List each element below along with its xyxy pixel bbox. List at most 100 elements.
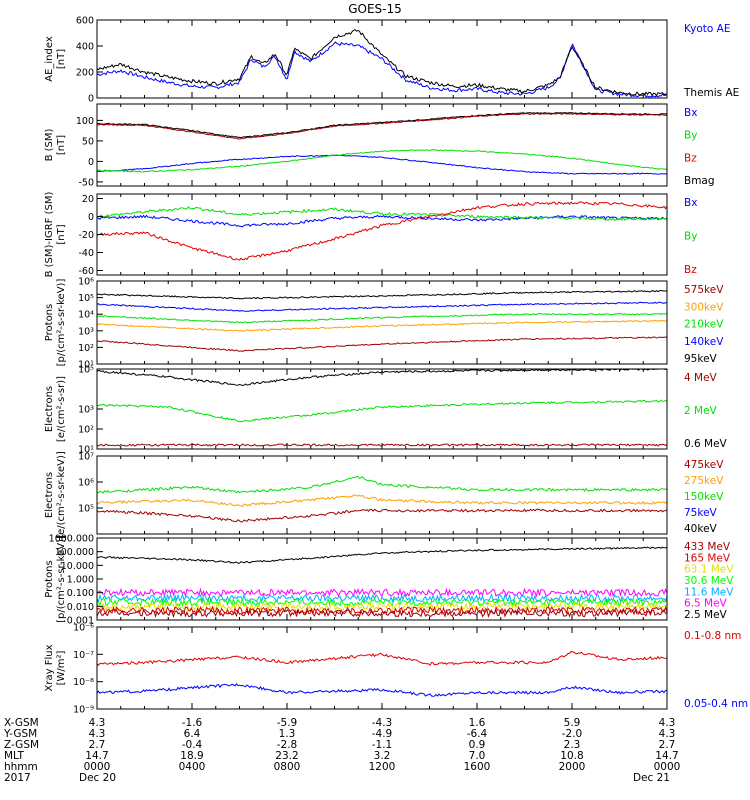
series-line-electrons_mev-1 xyxy=(96,399,668,423)
ephemeris-value: 18.9 xyxy=(180,750,203,762)
y-tick-label: -40 xyxy=(78,248,94,259)
ephemeris-value: 14.7 xyxy=(85,750,108,762)
series-line-ae-0 xyxy=(96,41,668,98)
legend-entry: 2 MeV xyxy=(684,405,718,417)
panel-frame xyxy=(96,280,668,365)
legend-entry: Bx xyxy=(684,197,697,209)
ephemeris-value: 5.9 xyxy=(564,717,581,729)
ephemeris-value: 23.2 xyxy=(275,750,298,762)
legend-entry: 433 MeV xyxy=(684,541,731,553)
ephemeris-value: -4.3 xyxy=(372,717,393,729)
legend-entry: Themis AE xyxy=(683,87,739,99)
ephemeris-value: 1.3 xyxy=(279,728,296,740)
legend-entry: 4 MeV xyxy=(684,372,718,384)
ephemeris-value: 1600 xyxy=(464,761,491,773)
y-axis-label: [nT] xyxy=(56,224,67,244)
y-tick-label: 10⁻⁷ xyxy=(73,650,94,661)
series-line-electrons_kev-1 xyxy=(96,494,668,508)
y-tick-label: 10¹ xyxy=(78,445,94,456)
panel-ae: 600 400 200 0 AE_index [nT] Kyoto AE Themis AE xyxy=(44,16,739,105)
y-tick-label: 600 xyxy=(76,16,94,27)
legend-entry: 95keV xyxy=(684,353,718,365)
series-line-electrons_kev-2 xyxy=(96,508,668,523)
ephemeris-value: 4.3 xyxy=(659,717,676,729)
y-axis-label: [nT] xyxy=(56,135,67,155)
legend-entry: 11.6 MeV xyxy=(684,586,734,598)
legend-entry: 140keV xyxy=(684,336,724,348)
ephemeris-value: 0.9 xyxy=(469,739,486,751)
ephemeris-value: 0400 xyxy=(179,761,206,773)
ephemeris-row-label: MLT xyxy=(4,750,24,762)
legend-entry: 150keV xyxy=(684,491,724,503)
ephemeris-value: 0800 xyxy=(274,761,301,773)
y-tick-label: 10.000 xyxy=(61,561,94,572)
panel-frame xyxy=(96,193,668,276)
legend-entry: Kyoto AE xyxy=(684,23,730,35)
panel-frame xyxy=(96,19,668,99)
y-tick-label: 20 xyxy=(82,194,94,205)
ephemeris-value: -1.6 xyxy=(182,717,203,729)
legend-entry: 75keV xyxy=(684,507,718,519)
y-tick-label: 1000.000 xyxy=(49,534,94,545)
series-line-electrons_kev-0 xyxy=(96,475,668,494)
legend-entry: 0.1-0.8 nm xyxy=(684,630,741,642)
panel-frame xyxy=(96,626,668,710)
y-axis-label: [e/(cm²-s-sr)] xyxy=(56,376,67,442)
y-axis-label: [e/(cm²-s-sr-keV)] xyxy=(56,451,67,539)
y-axis-label: Xray Flux xyxy=(44,644,55,691)
y-axis-label: [nT] xyxy=(56,49,67,69)
y-axis-label: Protons xyxy=(44,304,55,341)
series-line-bigrf-1 xyxy=(96,205,668,221)
y-axis-label: Protons xyxy=(44,560,55,597)
legend-entry: 475keV xyxy=(684,459,724,471)
y-tick-label: 10⁴ xyxy=(78,310,94,321)
y-tick-label: 0 xyxy=(88,157,94,168)
y-tick-label: 50 xyxy=(82,136,94,147)
panel-xray: 10⁻⁶ 10⁻⁷ 10⁻⁸ 10⁻⁹ Xray Flux [W/m²] 0.1-0.8 n… xyxy=(44,623,748,716)
legend-entry: 165 MeV xyxy=(684,552,731,564)
series-line-xray-1 xyxy=(96,682,668,697)
y-tick-label: 1.000 xyxy=(67,575,94,586)
ephemeris-value: 2.7 xyxy=(89,739,106,751)
ephemeris-value: 14.7 xyxy=(655,750,678,762)
ephemeris-value: 2.7 xyxy=(659,739,676,751)
y-axis-label: [p/(cm²-s-sr-keV)] xyxy=(56,279,67,367)
legend-entry: 40keV xyxy=(684,523,718,535)
y-tick-label: 0 xyxy=(88,94,94,105)
y-tick-label: 0 xyxy=(88,212,94,223)
panel-bigrf: 20 0 -20 -40 -60 B (SM)-IGRF (SM) [nT] Bx By Bz xyxy=(44,192,697,278)
panel-protons_mev: 1000.000 100.000 10.000 1.000 0.100 0.010 0.00… xyxy=(44,534,734,627)
series-line-protons-2 xyxy=(96,312,668,324)
series-line-protons_mev-2 xyxy=(96,593,668,604)
panel-b: 100 50 0 -50 B (SM) [nT] Bx By Bz Bmag xyxy=(44,103,715,188)
y-axis-label: Electrons xyxy=(44,386,55,432)
ephemeris-value: 10.8 xyxy=(560,750,583,762)
ephemeris-value: 2.3 xyxy=(564,739,581,751)
ephemeris-value: -2.0 xyxy=(562,728,583,740)
y-tick-label: 10⁻⁶ xyxy=(73,623,94,634)
y-tick-label: 10⁻⁸ xyxy=(73,677,94,688)
y-axis-label: AE_index xyxy=(44,36,55,82)
y-tick-label: 10¹ xyxy=(78,360,94,371)
ephemeris-value: -4.9 xyxy=(372,728,393,740)
y-tick-label: 10⁶ xyxy=(78,478,94,489)
series-line-protons-4 xyxy=(96,336,668,352)
series-line-protons_mev-3 xyxy=(96,597,668,608)
series-line-protons-3 xyxy=(96,319,668,332)
y-tick-label: 0.010 xyxy=(67,602,94,613)
series-line-protons_mev-0 xyxy=(96,546,668,564)
y-tick-label: 10⁶ xyxy=(78,277,94,288)
panel-electrons_mev: 10⁵ 10³ 10² 10¹ Electrons [e/(cm²-s-sr)] 4 MeV… xyxy=(44,365,728,456)
legend-entry: 0.6 MeV xyxy=(684,438,728,450)
ephemeris-value: 2000 xyxy=(559,761,586,773)
y-tick-label: 10⁵ xyxy=(78,293,94,304)
ephemeris-value: -6.4 xyxy=(467,728,488,740)
ephemeris-value: 7.0 xyxy=(469,750,486,762)
y-tick-label: 10⁵ xyxy=(78,504,94,515)
y-tick-label: -50 xyxy=(78,177,94,188)
ephemeris-value: 1.6 xyxy=(469,717,486,729)
y-tick-label: 10² xyxy=(78,343,94,354)
series-line-protons_mev-5 xyxy=(96,605,668,616)
y-tick-label: 10⁵ xyxy=(78,365,94,376)
